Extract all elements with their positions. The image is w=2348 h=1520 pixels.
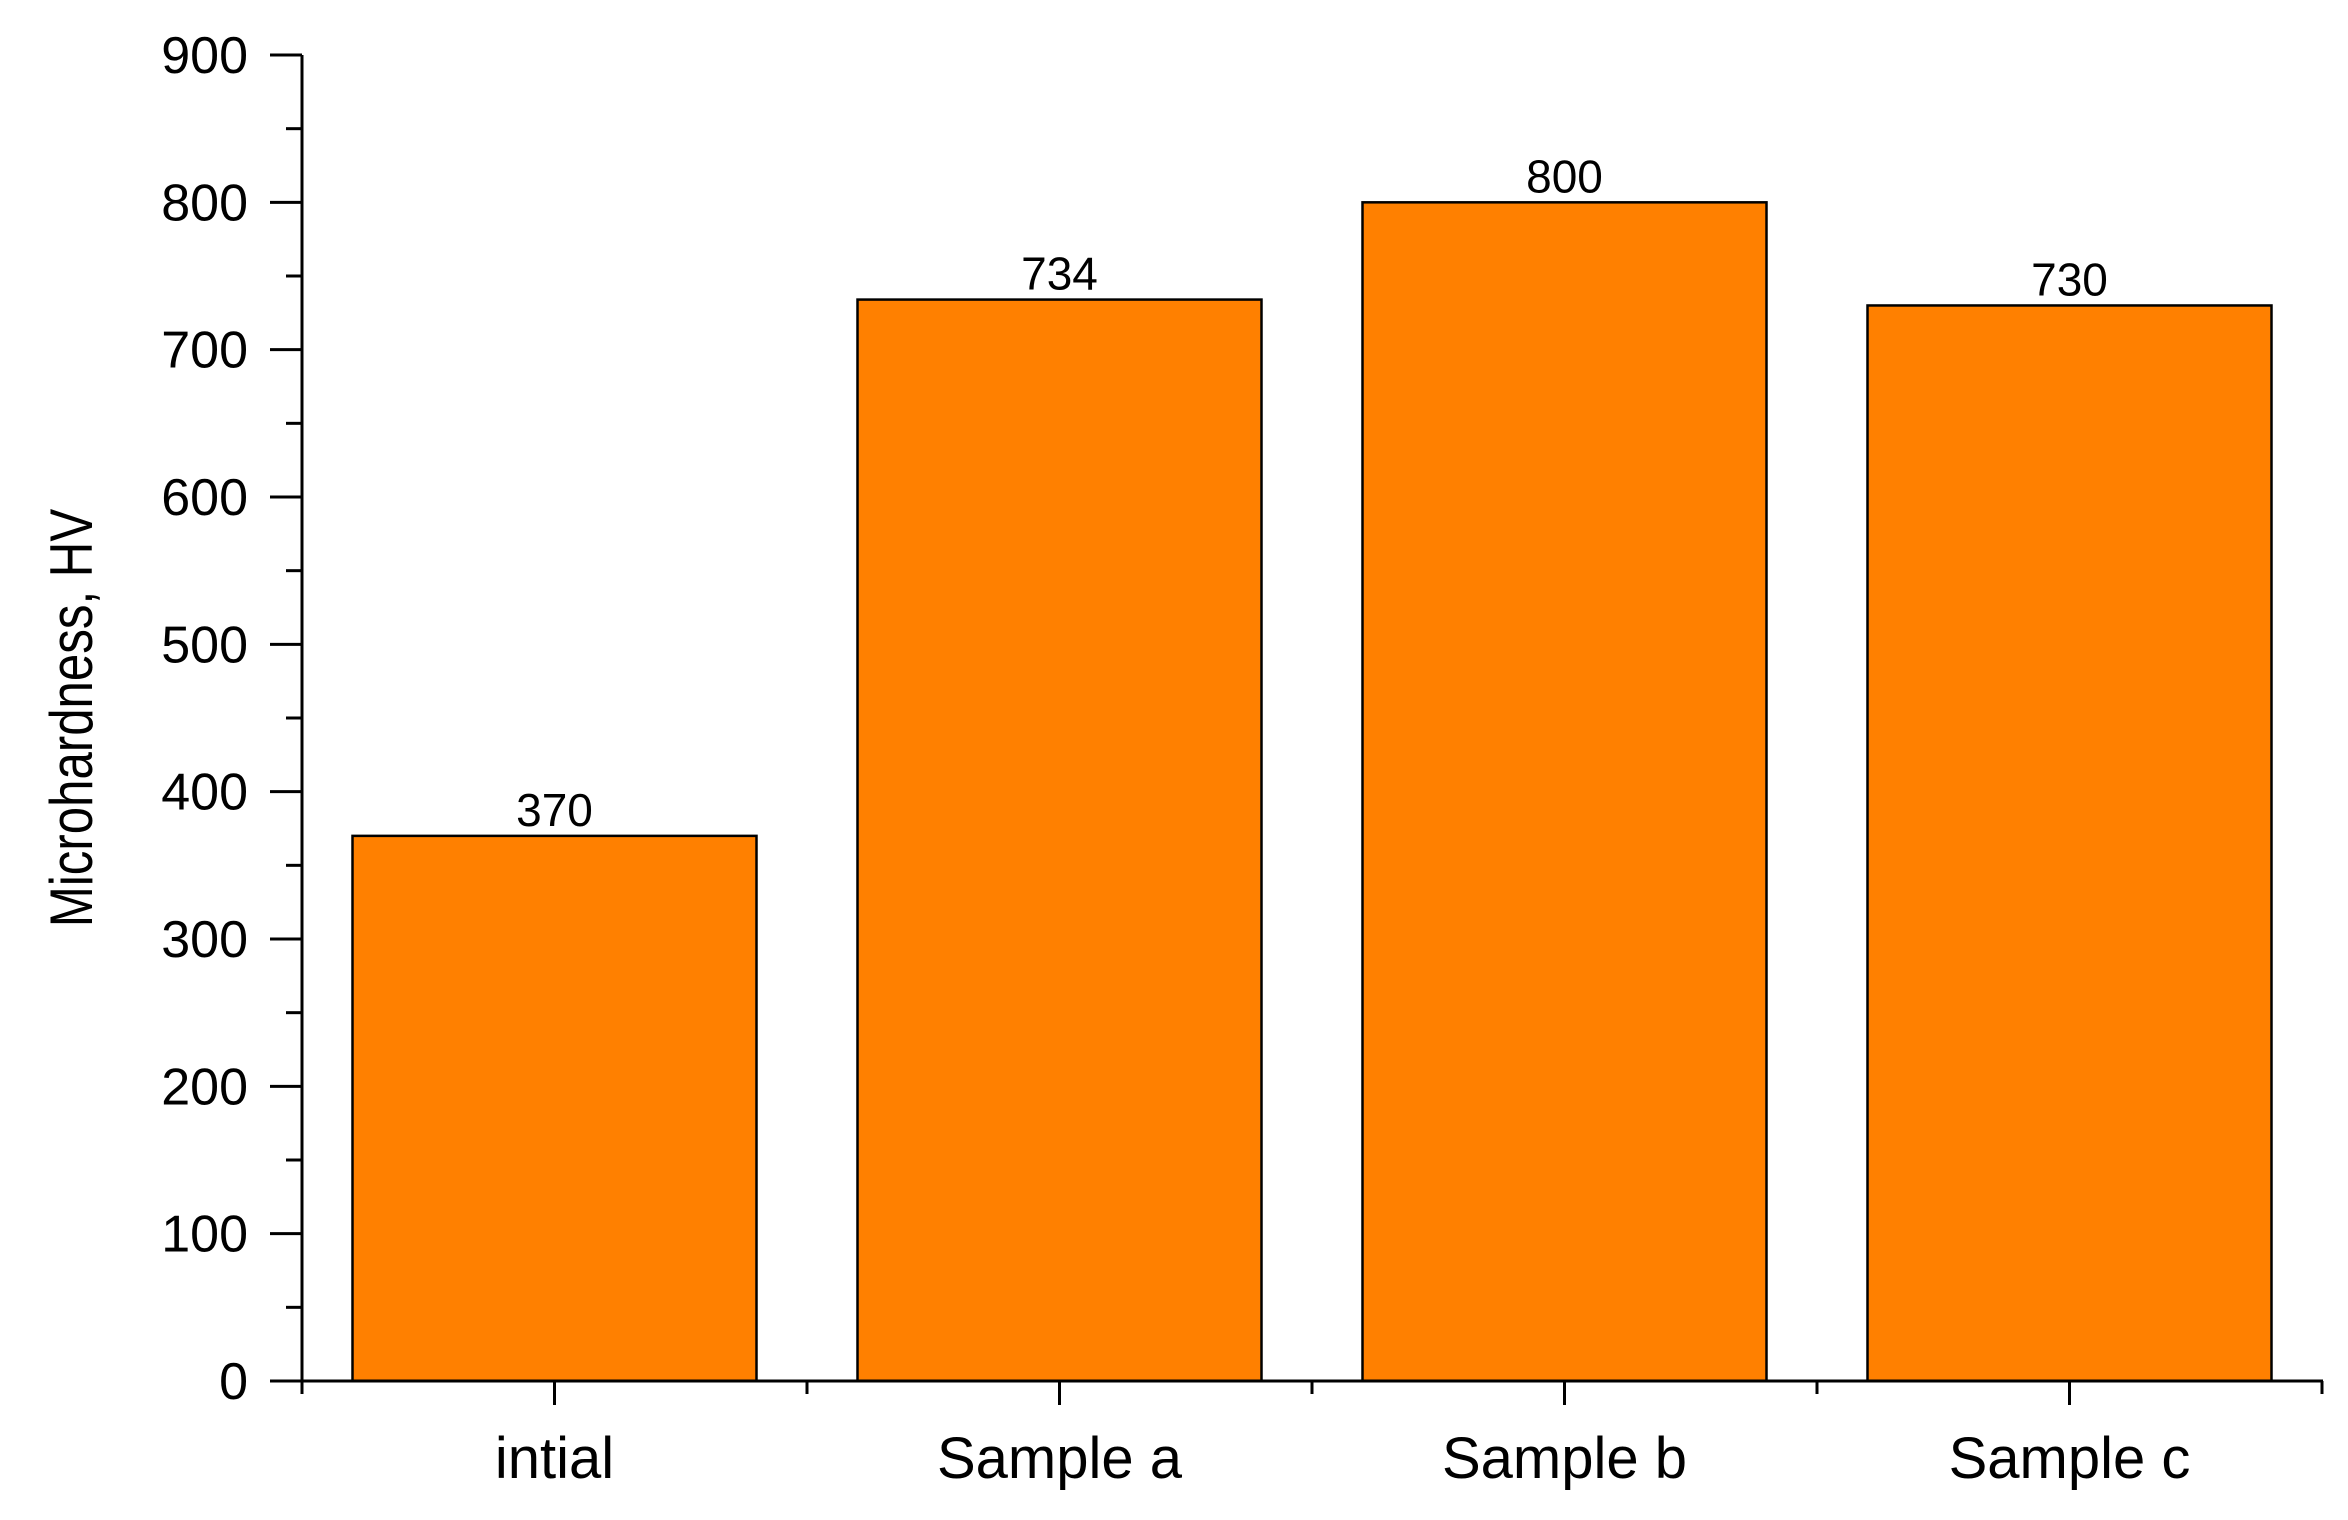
bars-layer xyxy=(351,201,2273,1383)
data-label: 370 xyxy=(516,784,593,836)
y-axis-title: Microhardness, HV xyxy=(37,508,105,927)
x-tick-label: Sample a xyxy=(937,1426,1183,1491)
axes-layer xyxy=(270,53,2324,1405)
y-tick-label: 0 xyxy=(219,1353,248,1411)
labels-layer: 370 intial 734 Sample a 800 Sample b 730 Sample… xyxy=(161,27,2190,1491)
bar-sample-c xyxy=(1866,304,2273,1383)
y-tick-label: 700 xyxy=(161,322,248,380)
y-tick-label: 300 xyxy=(161,911,248,969)
x-tick-label: intial xyxy=(495,1426,614,1491)
y-tick-label: 200 xyxy=(161,1058,248,1116)
y-tick-label: 500 xyxy=(161,616,248,674)
bar-sample-b xyxy=(1361,201,1768,1383)
bar-sample-a xyxy=(856,298,1263,1383)
data-label: 730 xyxy=(2031,253,2108,305)
y-tick-label: 400 xyxy=(161,764,248,822)
data-label: 734 xyxy=(1021,248,1098,300)
y-tick-label: 600 xyxy=(161,469,248,527)
y-tick-label: 100 xyxy=(161,1206,248,1264)
y-tick-label: 900 xyxy=(161,27,248,85)
x-tick-label: Sample c xyxy=(1949,1426,2191,1491)
bar-intial xyxy=(351,834,758,1383)
x-tick-label: Sample b xyxy=(1442,1426,1687,1491)
data-label: 800 xyxy=(1526,150,1603,202)
y-tick-label: 800 xyxy=(161,174,248,232)
